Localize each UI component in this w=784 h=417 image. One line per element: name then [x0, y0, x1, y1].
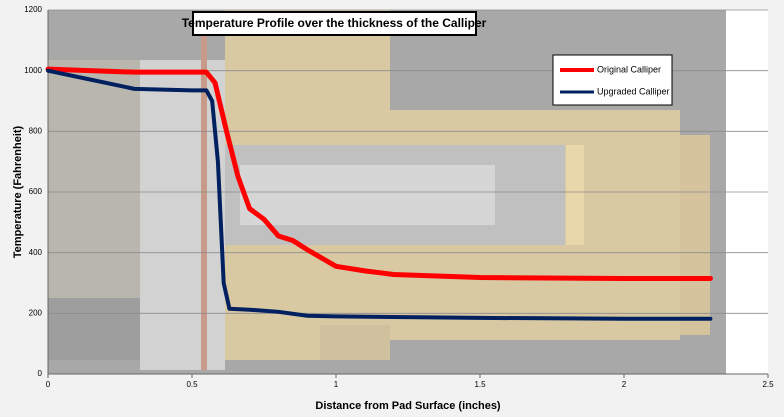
y-tick-label: 1000: [24, 66, 42, 75]
y-tick-label: 600: [29, 187, 43, 196]
y-axis-label: Temperature (Fahrenheit): [12, 125, 24, 258]
series-line: [46, 68, 713, 321]
plot-area: 0 200 400 600 800 1000 1200 0 0.5 1 1.5 2 2.5: [24, 5, 774, 389]
legend-label: Original Calliper: [597, 64, 661, 74]
x-tick-label: 0.5: [186, 380, 198, 389]
legend: [552, 54, 673, 106]
legend-entries: Original Calliper Upgraded Calliper: [560, 64, 670, 96]
x-tick-label: 2.5: [762, 380, 774, 389]
y-tick-label: 200: [29, 308, 43, 317]
legend-label: Upgraded Calliper: [597, 86, 670, 96]
series-line: [45, 66, 713, 281]
y-tick-label: 0: [38, 369, 43, 378]
y-tick-label: 1200: [24, 5, 42, 14]
caliper-foot: [320, 325, 390, 360]
x-axis-label: Distance from Pad Surface (inches): [315, 400, 501, 412]
caliper-end: [680, 135, 710, 335]
x-tick-label: 2: [622, 380, 627, 389]
y-tick-label: 400: [29, 248, 43, 257]
x-tick-label: 1.5: [474, 380, 486, 389]
x-tick-label: 0: [46, 380, 51, 389]
y-tick-label: 800: [29, 126, 43, 135]
title-box: [192, 11, 477, 36]
backing-plate: [140, 60, 225, 370]
x-tick-label: 1: [334, 380, 339, 389]
interface-strip: [201, 20, 207, 370]
chart-title: Temperature Profile over the thickness o…: [182, 16, 487, 30]
seal: [566, 145, 584, 245]
piston-core: [240, 165, 495, 225]
pad-base: [48, 298, 140, 360]
